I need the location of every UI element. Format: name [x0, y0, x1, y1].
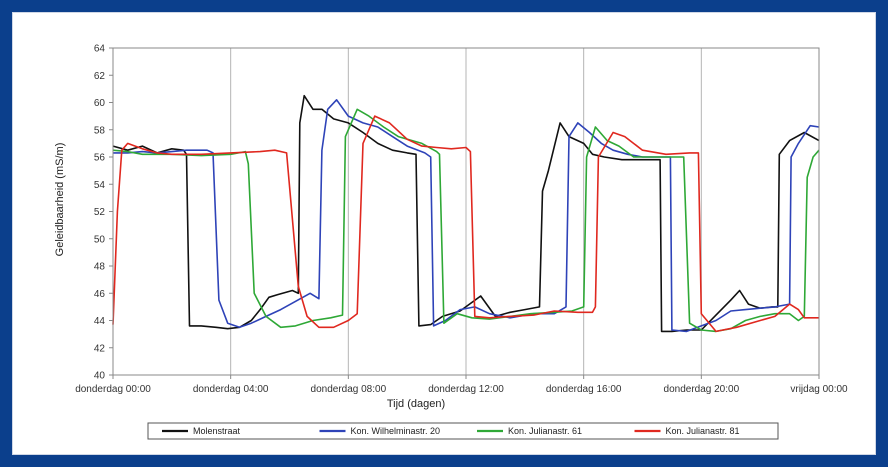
x-tick-label: donderdag 16:00: [546, 384, 622, 395]
series-line: [112, 115, 819, 333]
y-tick-label: 46: [94, 289, 106, 300]
axes: [109, 47, 820, 379]
x-tick-label: donderdag 00:00: [75, 384, 151, 395]
y-tick-label: 60: [94, 98, 106, 109]
y-tick-label: 52: [94, 207, 106, 218]
y-tick-label: 50: [94, 234, 106, 245]
y-tick-label: 58: [94, 125, 106, 136]
chart-frame: 40 42 44 46 48 50 52 54 56 58 60 62 64 donderdag 00:…: [12, 12, 876, 455]
y-tick-label: 48: [94, 262, 106, 273]
x-tick-label: donderdag 20:00: [664, 384, 740, 395]
x-tick-label: vrijdag 00:00: [790, 384, 848, 395]
legend: Molenstraat Kon. Wilhelminastr. 20 Kon. Ju…: [147, 422, 779, 440]
x-axis-label: Tijd (dagen): [387, 398, 445, 410]
vertical-gridlines: [230, 48, 702, 375]
y-tick-label: 62: [94, 71, 106, 82]
legend-label: Kon. Julianastr. 81: [666, 426, 740, 436]
series-line: [112, 108, 820, 333]
y-tick-label: 42: [94, 343, 106, 354]
y-tick-label: 56: [94, 153, 106, 164]
legend-label: Kon. Julianastr. 61: [508, 426, 582, 436]
legend-label: Kon. Wilhelminastr. 20: [351, 426, 441, 436]
y-tick-labels: 40 42 44 46 48 50 52 54 56 58 60 62 64: [94, 44, 106, 382]
series-line: [112, 94, 820, 333]
legend-box: [147, 422, 779, 440]
x-tick-label: donderdag 12:00: [428, 384, 504, 395]
y-tick-label: 54: [94, 180, 106, 191]
line-chart: 40 42 44 46 48 50 52 54 56 58 60 62 64 donderdag 00:…: [54, 44, 848, 440]
y-tick-label: 64: [94, 44, 106, 55]
y-tick-label: 44: [94, 316, 106, 327]
x-tick-labels: donderdag 00:00 donderdag 04:00 donderdag …: [75, 384, 848, 395]
y-axis-label: Geleidbaarheid (mS/m): [54, 143, 66, 257]
legend-label: Molenstraat: [193, 426, 241, 436]
x-tick-label: donderdag 04:00: [193, 384, 269, 395]
x-tick-label: donderdag 08:00: [311, 384, 387, 395]
series-layer: [112, 94, 820, 333]
y-tick-label: 40: [94, 371, 106, 382]
